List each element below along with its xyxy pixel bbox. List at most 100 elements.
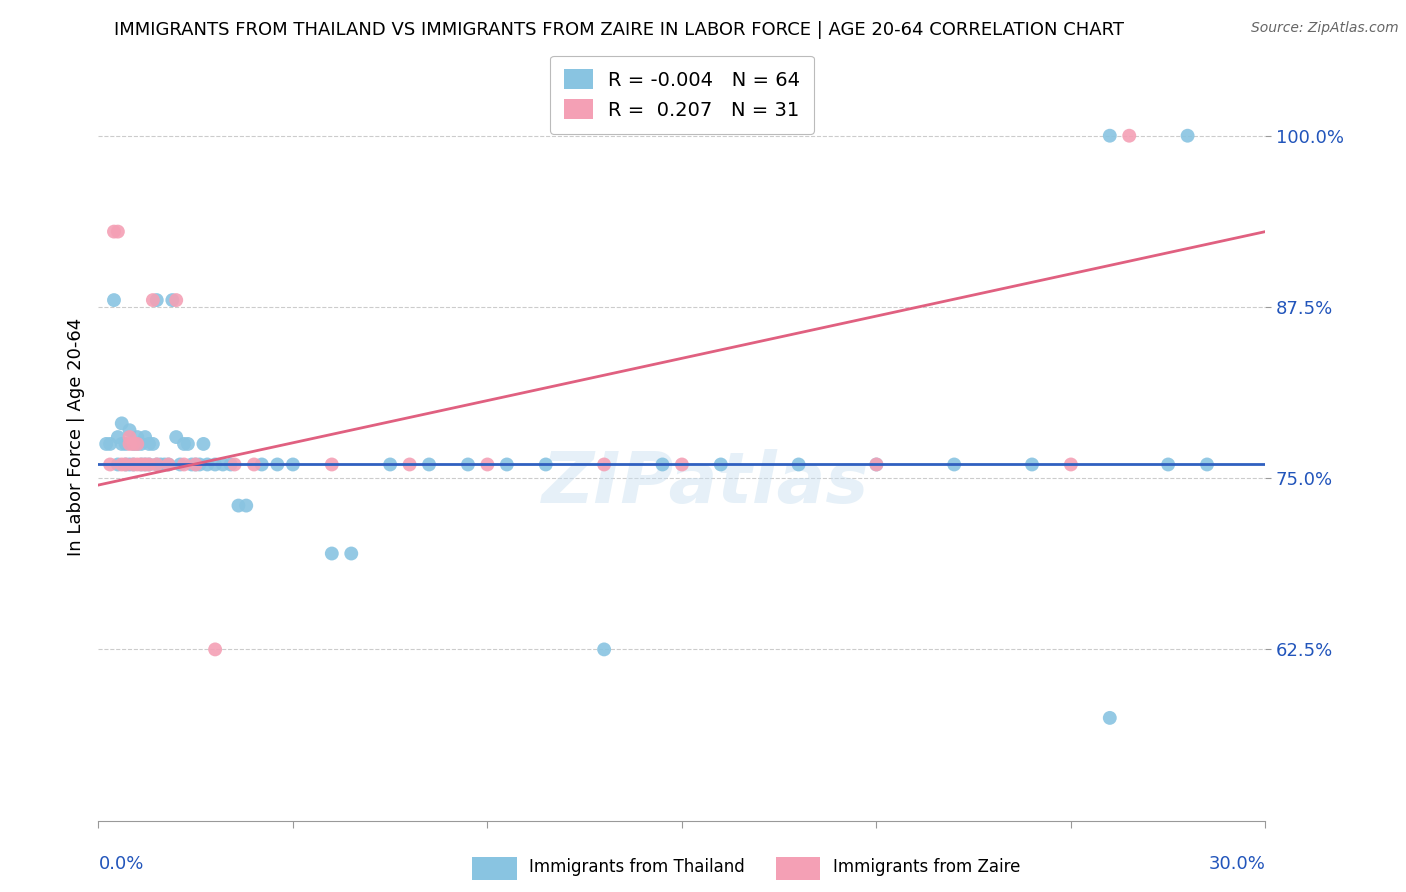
- Point: [165, 430, 187, 444]
- Point: [193, 437, 215, 451]
- Point: [204, 642, 226, 657]
- Point: [593, 642, 616, 657]
- Point: [118, 430, 141, 444]
- Point: [149, 458, 172, 472]
- Point: [477, 458, 499, 472]
- Point: [169, 458, 191, 472]
- Point: [380, 458, 402, 472]
- Point: [98, 437, 121, 451]
- Point: [534, 458, 557, 472]
- Point: [127, 437, 149, 451]
- Point: [1098, 128, 1121, 143]
- Point: [96, 437, 118, 451]
- Point: [177, 437, 200, 451]
- Point: [122, 437, 145, 451]
- Point: [127, 458, 149, 472]
- Point: [114, 458, 136, 472]
- Y-axis label: In Labor Force | Age 20-64: In Labor Force | Age 20-64: [66, 318, 84, 557]
- Legend: R = -0.004   N = 64, R =  0.207   N = 31: R = -0.004 N = 64, R = 0.207 N = 31: [550, 55, 814, 134]
- Text: Immigrants from Thailand: Immigrants from Thailand: [530, 858, 745, 877]
- Point: [457, 458, 479, 472]
- Point: [134, 458, 156, 472]
- Point: [107, 430, 129, 444]
- Text: ZIPatlas: ZIPatlas: [541, 449, 869, 517]
- Point: [118, 423, 141, 437]
- Point: [250, 458, 273, 472]
- Point: [129, 458, 152, 472]
- Point: [103, 225, 125, 239]
- Bar: [472, 857, 517, 880]
- Bar: [776, 857, 821, 880]
- Point: [398, 458, 420, 472]
- Point: [651, 458, 673, 472]
- Point: [118, 458, 141, 472]
- Point: [865, 458, 887, 472]
- Point: [1177, 128, 1199, 143]
- Point: [146, 293, 169, 307]
- Point: [204, 458, 226, 472]
- Point: [162, 293, 184, 307]
- Point: [184, 458, 207, 472]
- Point: [114, 458, 136, 472]
- Point: [1060, 458, 1083, 472]
- Point: [219, 458, 242, 472]
- Point: [188, 458, 211, 472]
- Point: [134, 458, 156, 472]
- Point: [127, 430, 149, 444]
- Point: [865, 458, 887, 472]
- Point: [173, 458, 195, 472]
- Text: Immigrants from Zaire: Immigrants from Zaire: [832, 858, 1021, 877]
- Point: [107, 458, 129, 472]
- Text: 30.0%: 30.0%: [1209, 855, 1265, 873]
- Point: [243, 458, 266, 472]
- Point: [593, 458, 616, 472]
- Point: [142, 437, 165, 451]
- Text: Source: ZipAtlas.com: Source: ZipAtlas.com: [1251, 21, 1399, 35]
- Point: [127, 437, 149, 451]
- Point: [118, 437, 141, 451]
- Point: [157, 458, 180, 472]
- Point: [146, 458, 169, 472]
- Point: [114, 437, 136, 451]
- Point: [129, 437, 152, 451]
- Point: [321, 547, 343, 561]
- Point: [1195, 458, 1218, 472]
- Point: [1157, 458, 1180, 472]
- Text: 0.0%: 0.0%: [98, 855, 143, 873]
- Point: [710, 458, 733, 472]
- Point: [340, 547, 363, 561]
- Point: [111, 458, 134, 472]
- Point: [122, 437, 145, 451]
- Point: [138, 458, 160, 472]
- Point: [138, 437, 160, 451]
- Point: [266, 458, 288, 472]
- Point: [1098, 711, 1121, 725]
- Text: IMMIGRANTS FROM THAILAND VS IMMIGRANTS FROM ZAIRE IN LABOR FORCE | AGE 20-64 COR: IMMIGRANTS FROM THAILAND VS IMMIGRANTS F…: [114, 21, 1123, 38]
- Point: [173, 437, 195, 451]
- Point: [1021, 458, 1043, 472]
- Point: [98, 458, 121, 472]
- Point: [134, 430, 156, 444]
- Point: [107, 225, 129, 239]
- Point: [224, 458, 246, 472]
- Point: [184, 458, 207, 472]
- Point: [787, 458, 810, 472]
- Point: [153, 458, 176, 472]
- Point: [129, 458, 152, 472]
- Point: [212, 458, 235, 472]
- Point: [321, 458, 343, 472]
- Point: [157, 458, 180, 472]
- Point: [122, 458, 145, 472]
- Point: [111, 417, 134, 431]
- Point: [235, 499, 257, 513]
- Point: [138, 458, 160, 472]
- Point: [165, 293, 187, 307]
- Point: [122, 458, 145, 472]
- Point: [146, 458, 169, 472]
- Point: [671, 458, 693, 472]
- Point: [281, 458, 304, 472]
- Point: [228, 499, 250, 513]
- Point: [111, 437, 134, 451]
- Point: [1118, 128, 1140, 143]
- Point: [142, 293, 165, 307]
